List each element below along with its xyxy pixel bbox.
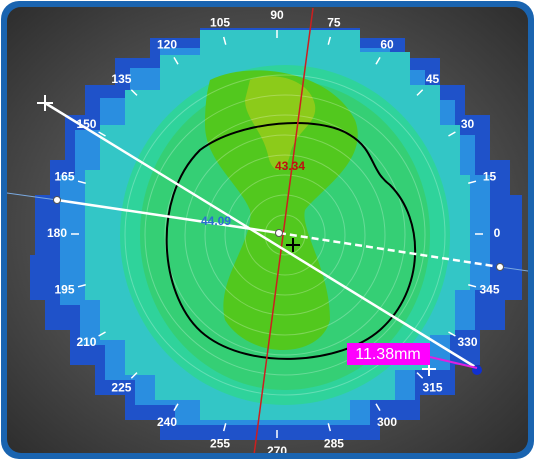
angle-label: 45	[426, 72, 440, 86]
angle-label: 15	[483, 170, 497, 184]
angle-label: 315	[423, 380, 443, 394]
angle-label: 120	[157, 37, 177, 51]
topography-view: 11.38mm 43.34 44.09 0 15 30 45 60 75 90 105 120 1…	[0, 0, 535, 460]
angle-label: 90	[270, 8, 284, 22]
angle-label: 195	[54, 283, 74, 297]
marker	[276, 230, 283, 237]
angle-label: 75	[327, 16, 341, 30]
angle-label: 345	[479, 283, 499, 297]
angle-label: 180	[47, 226, 67, 240]
marker	[497, 264, 504, 271]
angle-label: 30	[461, 117, 475, 131]
angle-label: 330	[458, 335, 478, 349]
angle-label: 255	[210, 437, 230, 451]
angle-label: 135	[111, 72, 131, 86]
angle-label: 0	[494, 226, 501, 240]
flat-k-label: 44.09	[201, 214, 231, 228]
angle-label: 300	[377, 415, 397, 429]
angle-label: 240	[157, 415, 177, 429]
angle-label: 285	[324, 437, 344, 451]
angle-label: 165	[54, 170, 74, 184]
distance-label: 11.38mm	[355, 346, 421, 363]
angle-label: 60	[380, 37, 394, 51]
angle-label: 225	[111, 380, 131, 394]
angle-label: 105	[210, 16, 230, 30]
page: 11.38mm 43.34 44.09 0 15 30 45 60 75 90 105 120 1…	[0, 0, 535, 460]
angle-label: 210	[76, 335, 96, 349]
angle-label: 150	[76, 117, 96, 131]
marker	[54, 197, 61, 204]
steep-k-label: 43.34	[275, 159, 305, 173]
map-area: 11.38mm 43.34 44.09 0 15 30 45 60 75 90 105 120 1…	[0, 7, 535, 458]
